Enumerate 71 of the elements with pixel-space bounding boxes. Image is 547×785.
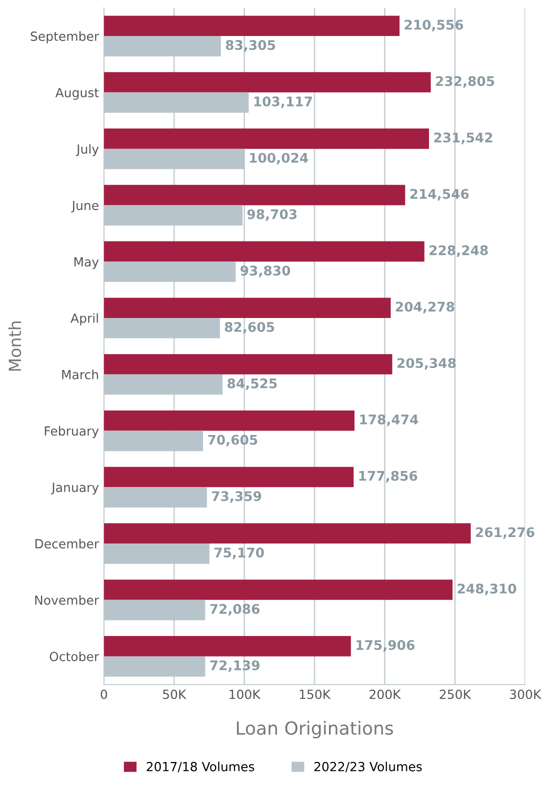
data-label: 84,525 xyxy=(228,378,277,390)
x-tick-label: 50K xyxy=(163,690,186,700)
data-label: 103,117 xyxy=(254,96,312,108)
data-label: 73,359 xyxy=(212,491,262,503)
bar xyxy=(104,523,471,544)
bar xyxy=(104,36,221,56)
data-label: 248,310 xyxy=(458,584,516,596)
y-tick-label: August xyxy=(55,88,99,100)
y-tick-label: November xyxy=(35,595,100,605)
x-tick-label: 100K xyxy=(230,690,261,700)
y-axis-title: Month xyxy=(8,321,22,371)
y-tick-label: May xyxy=(74,257,99,269)
legend-label: 2017/18 Volumes xyxy=(146,762,254,772)
data-label: 98,703 xyxy=(247,209,297,221)
bar xyxy=(104,92,249,113)
data-label: 177,856 xyxy=(359,470,418,483)
bar xyxy=(104,298,391,318)
data-label: 93,830 xyxy=(240,266,290,278)
data-label: 228,248 xyxy=(430,245,488,257)
bar xyxy=(104,241,424,262)
data-label: 204,278 xyxy=(396,302,454,314)
y-tick-label: January xyxy=(51,482,99,495)
x-tick-label: 200K xyxy=(370,690,402,700)
y-tick-label: October xyxy=(50,652,100,662)
data-label: 214,546 xyxy=(410,188,469,201)
bar xyxy=(104,580,453,600)
data-label: 100,024 xyxy=(250,152,308,164)
x-tick-label: 300K xyxy=(510,690,542,700)
data-label: 83,305 xyxy=(226,40,276,52)
bar xyxy=(104,544,210,564)
bar xyxy=(104,374,223,395)
data-label: 70,605 xyxy=(208,434,258,446)
y-tick-label: March xyxy=(62,370,98,380)
bar xyxy=(104,148,244,170)
bar xyxy=(104,656,206,677)
bar xyxy=(104,205,243,226)
data-label: 72,139 xyxy=(210,660,260,672)
y-tick-label: July xyxy=(76,144,99,156)
data-label: 75,170 xyxy=(214,548,264,560)
bar xyxy=(104,184,406,206)
bar xyxy=(104,318,220,338)
x-tick-label: 150K xyxy=(300,690,331,700)
bar xyxy=(104,354,392,374)
bar xyxy=(104,72,431,92)
bar xyxy=(104,128,430,149)
bar xyxy=(104,600,206,620)
data-label: 72,086 xyxy=(210,604,260,616)
bar xyxy=(104,410,354,431)
data-label: 232,805 xyxy=(436,76,494,88)
x-tick-label: 0 xyxy=(100,690,108,700)
data-label: 82,605 xyxy=(224,322,274,334)
y-tick-label: April xyxy=(70,313,98,326)
bar xyxy=(104,16,400,36)
bar xyxy=(104,487,207,508)
data-label: 178,474 xyxy=(360,414,418,426)
y-tick-label: February xyxy=(44,426,99,438)
x-axis-title: Loan Originations xyxy=(236,720,393,738)
data-label: 210,556 xyxy=(404,20,464,32)
legend-label: 2022/23 Volumes xyxy=(314,762,422,772)
bar xyxy=(104,636,351,656)
data-label: 205,348 xyxy=(397,358,456,370)
y-tick-label: December xyxy=(35,538,100,548)
bar xyxy=(104,262,236,282)
data-label: 261,276 xyxy=(476,527,534,539)
x-tick-label: 250K xyxy=(440,690,472,700)
data-label: 231,542 xyxy=(434,132,492,144)
y-tick-label: September xyxy=(30,31,100,44)
data-label: 175,906 xyxy=(356,640,414,652)
y-tick-label: June xyxy=(71,200,98,212)
bar xyxy=(104,430,204,452)
bar xyxy=(104,466,354,488)
